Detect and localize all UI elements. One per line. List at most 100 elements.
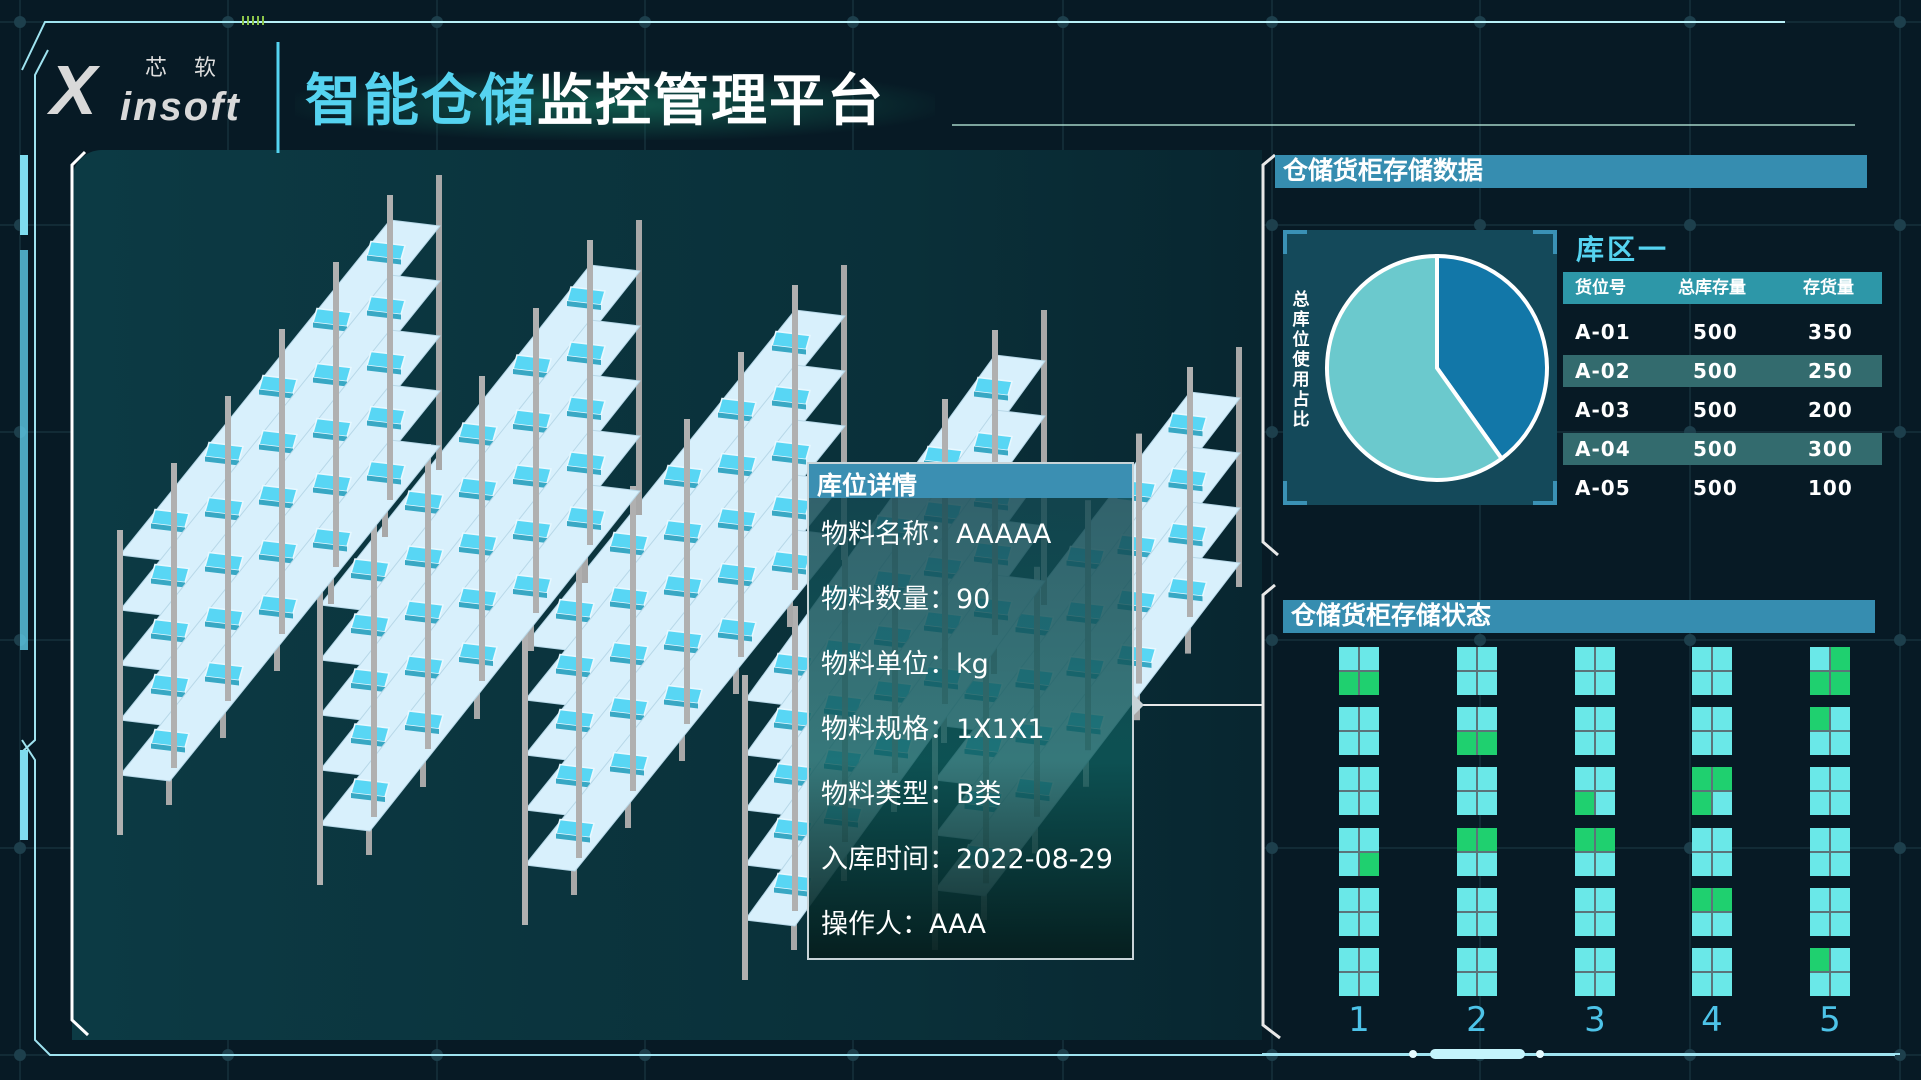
slot-empty[interactable] — [1360, 767, 1379, 790]
slot-empty[interactable] — [1831, 732, 1850, 755]
storage-cabinet[interactable] — [1457, 888, 1497, 936]
slot-occupied[interactable] — [1457, 732, 1476, 755]
storage-rack[interactable] — [117, 175, 442, 835]
slot-empty[interactable] — [1575, 647, 1594, 670]
slot-empty[interactable] — [1478, 792, 1497, 815]
storage-cabinet[interactable] — [1457, 707, 1497, 755]
slot-empty[interactable] — [1596, 913, 1615, 936]
slot-empty[interactable] — [1831, 767, 1850, 790]
slot-empty[interactable] — [1810, 913, 1829, 936]
storage-cabinet[interactable] — [1339, 767, 1379, 815]
slot-occupied[interactable] — [1692, 767, 1711, 790]
slot-empty[interactable] — [1692, 647, 1711, 670]
slot-empty[interactable] — [1596, 853, 1615, 876]
slot-empty[interactable] — [1810, 888, 1829, 911]
slot-empty[interactable] — [1831, 828, 1850, 851]
slot-empty[interactable] — [1810, 828, 1829, 851]
slot-empty[interactable] — [1713, 792, 1732, 815]
storage-cabinet[interactable] — [1810, 828, 1850, 876]
slot-occupied[interactable] — [1360, 672, 1379, 695]
table-row[interactable]: A-04 500 300 — [1563, 433, 1882, 465]
slot-occupied[interactable] — [1713, 888, 1732, 911]
slot-empty[interactable] — [1831, 948, 1850, 971]
slot-empty[interactable] — [1457, 792, 1476, 815]
storage-cabinet[interactable] — [1575, 647, 1615, 695]
storage-cabinet[interactable] — [1575, 948, 1615, 996]
slot-occupied[interactable] — [1810, 672, 1829, 695]
slot-empty[interactable] — [1478, 948, 1497, 971]
pie-slice[interactable] — [1325, 253, 1505, 482]
storage-rack[interactable] — [522, 265, 847, 925]
slot-empty[interactable] — [1478, 707, 1497, 730]
slot-empty[interactable] — [1713, 973, 1732, 996]
slot-empty[interactable] — [1596, 707, 1615, 730]
storage-cabinet[interactable] — [1692, 767, 1732, 815]
slot-empty[interactable] — [1692, 672, 1711, 695]
slot-empty[interactable] — [1713, 732, 1732, 755]
storage-cabinet[interactable] — [1339, 828, 1379, 876]
slot-empty[interactable] — [1831, 792, 1850, 815]
slot-empty[interactable] — [1596, 767, 1615, 790]
storage-cabinet[interactable] — [1692, 948, 1732, 996]
slot-empty[interactable] — [1575, 767, 1594, 790]
storage-cabinet[interactable] — [1692, 647, 1732, 695]
storage-cabinet[interactable] — [1810, 948, 1850, 996]
slot-empty[interactable] — [1713, 672, 1732, 695]
storage-cabinet[interactable] — [1575, 767, 1615, 815]
slot-empty[interactable] — [1339, 647, 1358, 670]
storage-cabinet[interactable] — [1457, 647, 1497, 695]
usage-pie-chart[interactable] — [1320, 250, 1560, 490]
storage-cabinet[interactable] — [1810, 647, 1850, 695]
storage-cabinet[interactable] — [1575, 707, 1615, 755]
slot-empty[interactable] — [1339, 792, 1358, 815]
slot-occupied[interactable] — [1692, 792, 1711, 815]
slot-occupied[interactable] — [1360, 853, 1379, 876]
slot-occupied[interactable] — [1713, 767, 1732, 790]
storage-cabinet[interactable] — [1692, 828, 1732, 876]
slot-empty[interactable] — [1596, 888, 1615, 911]
table-row[interactable]: A-01 500 350 — [1563, 316, 1882, 348]
slot-empty[interactable] — [1713, 913, 1732, 936]
slot-empty[interactable] — [1596, 647, 1615, 670]
slot-occupied[interactable] — [1457, 828, 1476, 851]
slot-empty[interactable] — [1339, 707, 1358, 730]
storage-cabinet[interactable] — [1692, 707, 1732, 755]
slot-empty[interactable] — [1810, 973, 1829, 996]
slot-empty[interactable] — [1339, 973, 1358, 996]
slot-empty[interactable] — [1457, 913, 1476, 936]
slot-empty[interactable] — [1457, 973, 1476, 996]
slot-empty[interactable] — [1596, 732, 1615, 755]
storage-cabinet[interactable] — [1575, 828, 1615, 876]
slot-empty[interactable] — [1478, 767, 1497, 790]
slot-empty[interactable] — [1339, 888, 1358, 911]
slot-empty[interactable] — [1831, 888, 1850, 911]
slot-empty[interactable] — [1575, 853, 1594, 876]
slot-empty[interactable] — [1692, 828, 1711, 851]
slot-empty[interactable] — [1360, 707, 1379, 730]
storage-cabinet[interactable] — [1339, 948, 1379, 996]
slot-occupied[interactable] — [1478, 732, 1497, 755]
slot-empty[interactable] — [1339, 853, 1358, 876]
storage-cabinet[interactable] — [1339, 707, 1379, 755]
table-row[interactable]: A-02 500 250 — [1563, 355, 1882, 387]
slot-empty[interactable] — [1457, 707, 1476, 730]
slot-empty[interactable] — [1713, 647, 1732, 670]
slot-empty[interactable] — [1713, 707, 1732, 730]
slot-empty[interactable] — [1575, 732, 1594, 755]
storage-cabinet[interactable] — [1457, 767, 1497, 815]
storage-cabinet[interactable] — [1810, 767, 1850, 815]
slot-occupied[interactable] — [1810, 707, 1829, 730]
storage-cabinet[interactable] — [1457, 828, 1497, 876]
storage-cabinet[interactable] — [1810, 707, 1850, 755]
slot-empty[interactable] — [1360, 792, 1379, 815]
slot-empty[interactable] — [1339, 948, 1358, 971]
slot-empty[interactable] — [1575, 913, 1594, 936]
slot-empty[interactable] — [1831, 913, 1850, 936]
slot-empty[interactable] — [1596, 792, 1615, 815]
slot-empty[interactable] — [1713, 853, 1732, 876]
slot-empty[interactable] — [1457, 948, 1476, 971]
slot-empty[interactable] — [1360, 732, 1379, 755]
slot-occupied[interactable] — [1831, 672, 1850, 695]
slot-empty[interactable] — [1478, 913, 1497, 936]
table-row[interactable]: A-05 500 100 — [1563, 472, 1882, 504]
